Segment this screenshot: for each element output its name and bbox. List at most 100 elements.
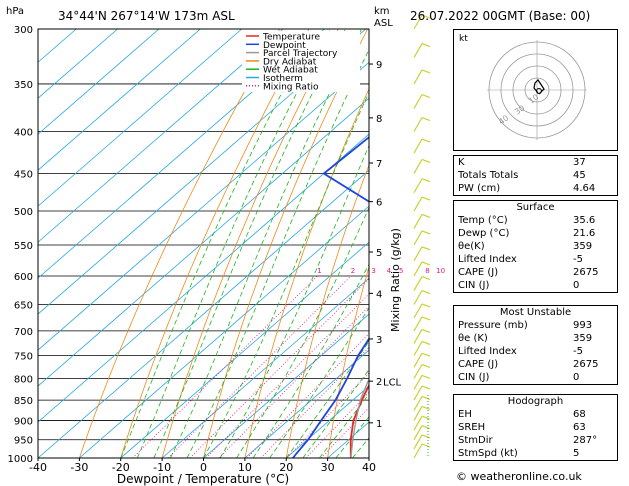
pressure-tick-label: 500 [14,207,33,218]
surface-thetae: θe(K) 359 [458,241,593,252]
hodograph-table: Hodograph EH 68 SREH 63 StmDir 287° StmSpd … [453,394,618,461]
mixing-ratio-label: 4 [387,267,392,275]
mu-cape: CAPE (J) 2675 [458,359,599,370]
hodo-stmdir: StmDir 287° [458,435,598,446]
km-tick-label: 8 [376,114,382,125]
wet-adiabat-line [236,206,369,458]
hodograph-ring-label: 30 [513,103,527,116]
km-tick-label: 3 [376,335,382,346]
wind-barb [413,275,431,291]
surface-temp: Temp (°C) 35.6 [458,215,596,226]
mixing-ratio-label: 5 [399,267,403,275]
hodograph-trace [533,79,545,95]
isotherm-line [38,133,369,423]
datetime-title: 26.07.2022 00GMT (Base: 00) [410,9,590,23]
pressure-tick-label: 700 [14,327,33,338]
mixing-ratio-label: 10 [436,267,445,275]
mu-pressure: Pressure (mb) 993 [458,320,593,331]
wind-barb [413,374,431,390]
wind-barb [413,93,431,109]
legend-entry: Dewpoint [263,41,306,51]
isotherm-line [38,29,284,243]
wind-barb [413,303,431,319]
km-label: km [374,6,390,17]
wet-adiabat-line [153,29,346,458]
mixing-ratio-label: 1 [317,267,321,275]
wind-barb [413,246,431,262]
wind-barb [413,405,431,421]
indices-table: K 37 Totals Totals 45 PW (cm) 4.64 [453,155,618,196]
mixing-ratio-line [305,391,369,458]
temperature-profile [349,383,369,458]
x-tick-label: 0 [200,461,207,474]
isotherm-line [38,29,325,279]
surface-cape: CAPE (J) 2675 [458,267,599,278]
wind-barb [413,385,431,401]
copyright-footer: © weatheronline.co.uk [456,470,582,483]
mixing-ratio-axis-label: Mixing Ratio (g/kg) [389,228,402,332]
wind-barb [413,395,431,411]
x-tick-label: -20 [112,461,130,474]
legend-entry: Isotherm [263,74,303,84]
pressure-tick-label: 750 [14,351,33,362]
surface-title: Surface [516,202,555,213]
km-tick-label: 4 [376,289,382,300]
pressure-tick-label: 800 [14,374,33,385]
x-tick-label: 20 [279,461,293,474]
wind-barb [413,230,431,246]
km-tick-label: 1 [376,419,382,430]
wind-barb [413,196,431,212]
surface-cin: CIN (J) 0 [458,280,580,291]
hodograph-panel: kt 40 30 10 [453,29,618,151]
hodograph-title: Hodograph [507,396,564,407]
isotherm-line [38,97,369,387]
isotherm-line [203,313,369,458]
wind-barb [413,425,431,441]
isotherm-line [244,349,369,458]
wet-adiabat-line [203,91,369,458]
hodograph-ring-label: 40 [497,113,511,126]
wet-adiabat-line [136,29,331,458]
hodo-eh: EH 68 [458,409,586,420]
hodo-stmspd: StmSpd (kt) 5 [458,448,580,459]
wind-barb [413,415,431,431]
most-unstable-title: Most Unstable [499,307,572,318]
pressure-tick-label: 350 [14,80,33,91]
index-row-pw: PW (cm) 4.64 [458,183,596,194]
km-tick-label: 5 [376,248,382,259]
wind-barb [413,340,431,356]
dry-adiabat-line [120,29,310,458]
hodograph-unit-label: kt [459,34,468,44]
mixing-ratio-line [167,275,352,458]
isotherm-line [38,169,369,458]
index-row-k: K 37 [458,157,586,168]
mixing-ratio-line [205,293,369,458]
km-tick-label: 7 [376,159,382,170]
isotherm-line [38,29,201,171]
surface-dewp: Dewp (°C) 21.6 [458,228,596,239]
isotherm-line [38,29,160,135]
wind-barb [413,178,431,194]
wind-barb [413,14,431,30]
dry-adiabat-line [79,29,281,458]
legend-entry: Wet Adiabat [263,66,318,76]
x-axis-label: Dewpoint / Temperature (°C) [117,472,289,486]
isotherm-line [38,29,242,207]
surface-lifted-index: Lifted Index -5 [458,254,583,265]
pressure-tick-label: 1000 [8,454,33,465]
mixing-ratio-label: 3 [371,267,375,275]
pressure-tick-label: 850 [14,396,33,407]
hodograph-ring-label: 10 [527,92,541,105]
pressure-tick-label: 450 [14,169,33,180]
legend-entry: Temperature [262,33,320,43]
legend-entry: Dry Adiabat [263,57,317,67]
km-tick-label: 6 [376,198,382,209]
mixing-ratio-line [246,333,369,458]
x-tick-label: -40 [29,461,47,474]
isotherm-line [79,205,369,458]
mu-thetae: θe (K) 359 [458,333,593,344]
mu-lifted-index: Lifted Index -5 [458,346,583,357]
location-title: 34°44'N 267°14'W 173m ASL [58,9,235,23]
isotherm-line [38,29,367,315]
